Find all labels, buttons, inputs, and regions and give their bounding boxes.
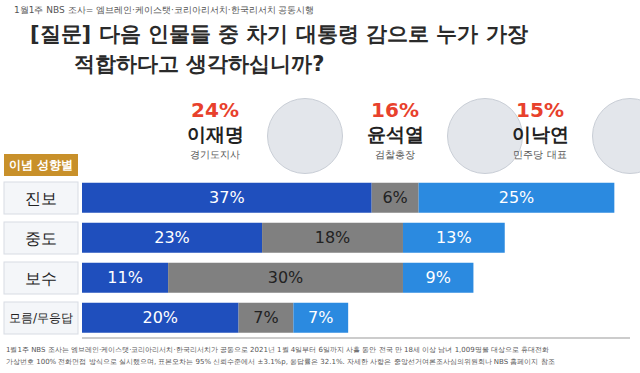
svg-text:18%: 18% [315,228,351,247]
html-text:적합하다고 생각하십니까?: 적합하다고 생각하십니까? [74,52,325,76]
svg-text:7%: 7% [253,308,278,327]
html-text:1월1주 NBS 조사= 엠브레인·케이스탯·코리아리서치·: 1월1주 NBS 조사= 엠브레인·케이스탯·코리아리서치·한국리서치 공동시행 [14,5,315,15]
svg-text:9%: 9% [426,268,451,287]
svg-text:보수: 보수 [25,269,57,288]
html-text:이재명: 이재명 [186,123,244,145]
svg-text:진보: 진보 [25,189,57,208]
svg-text:6%: 6% [382,188,407,207]
svg-text:11%: 11% [107,268,143,287]
html-text:경기도지사: 경기도지사 [190,149,240,160]
html-text:이념 성향별: 이념 성향별 [8,158,74,172]
html-text:24%: 24% [191,98,239,122]
html-text:검찰총장: 검찰총장 [375,149,415,160]
html-text:16%: 16% [371,98,419,122]
html-text:15%: 15% [516,98,564,122]
svg-text:30%: 30% [268,268,304,287]
html-text:윤석열: 윤석열 [366,123,424,145]
html-text:1월1주 NBS 조사는 엠브레인·케이스탯·코리아리서치·: 1월1주 NBS 조사는 엠브레인·케이스탯·코리아리서치·한국리서치가 공동으… [6,346,550,354]
svg-text:25%: 25% [499,188,535,207]
html-text:[질문] 다음 인물들 중 차기 대통령 감으로 누가 가장: [질문] 다음 인물들 중 차기 대통령 감으로 누가 가장 [30,22,528,46]
svg-text:20%: 20% [143,308,179,327]
svg-text:37%: 37% [209,188,245,207]
svg-text:7%: 7% [308,308,333,327]
svg-text:13%: 13% [436,228,472,247]
svg-text:모름/무응답: 모름/무응답 [9,311,73,325]
html-text:가상번호 100% 전화면접 방식으로 실시했으며, 표본오: 가상번호 100% 전화면접 방식으로 실시했으며, 표본오차는 95% 신뢰수… [6,358,555,366]
svg-text:23%: 23% [154,228,190,247]
html-text:민주당 대표: 민주당 대표 [513,149,567,160]
html-text:이낙연: 이낙연 [511,123,569,145]
svg-text:중도: 중도 [25,229,57,248]
